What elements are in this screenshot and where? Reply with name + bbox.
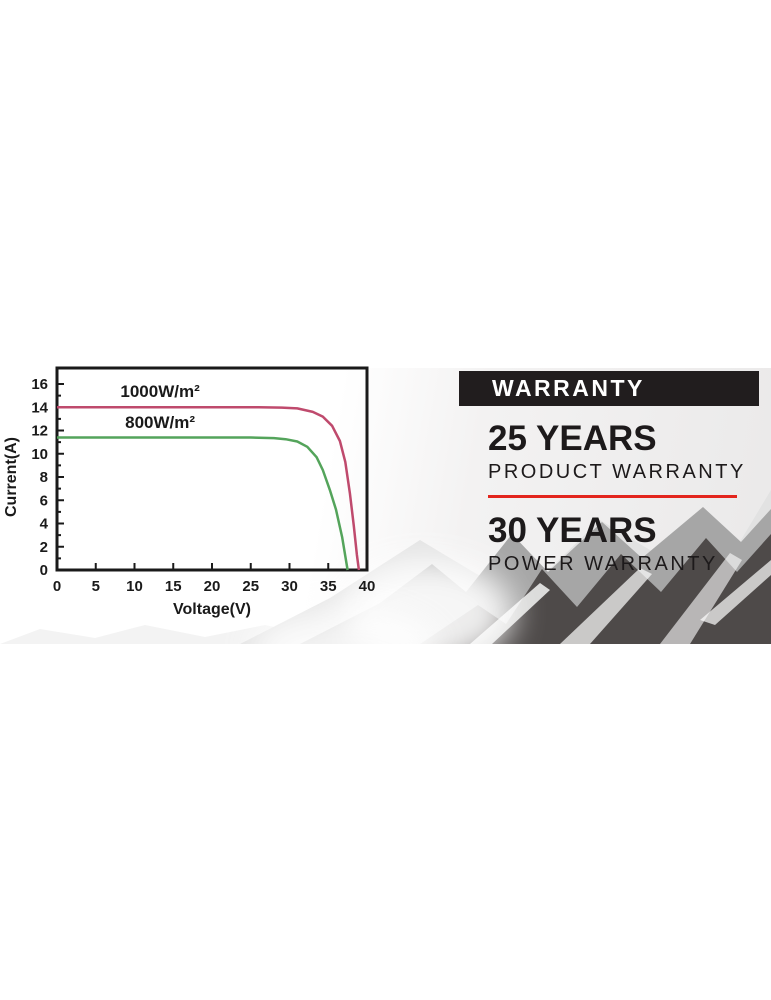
y-tick-label: 10 — [31, 446, 48, 463]
y-tick-label: 14 — [31, 399, 48, 416]
x-tick-label: 5 — [92, 578, 100, 595]
y-tick-label: 4 — [40, 516, 49, 533]
iv-curve-chart-svg: 0 5 10 15 20 25 30 35 40 0 2 4 6 8 10 12 14 16 Voltage(V) C… — [3, 366, 376, 618]
series-label: 1000W/m² — [120, 382, 200, 401]
warranty-header-label: WARRANTY — [492, 375, 645, 401]
x-tick-label: 25 — [242, 578, 259, 595]
y-tick-label: 12 — [31, 423, 48, 440]
warranty-header-bar: WARRANTY — [459, 371, 759, 406]
mist-cloud — [251, 608, 439, 644]
warranty-item-power: 30 YEARS POWER WARRANTY — [459, 512, 759, 576]
y-tick-label: 0 — [40, 562, 48, 579]
y-axis-title: Current(A) — [3, 437, 20, 517]
warranty-label-product: PRODUCT WARRANTY — [488, 461, 746, 483]
x-tick-label: 15 — [165, 578, 182, 595]
iv-curve-chart: 0 5 10 15 20 25 30 35 40 0 2 4 6 8 10 12 14 16 Voltage(V) C… — [0, 360, 420, 620]
snow-streak — [700, 560, 771, 625]
x-tick-label: 40 — [359, 578, 376, 595]
series-curve — [57, 406, 361, 571]
warranty-panel: WARRANTY 25 YEARS PRODUCT WARRANTY 30 YE… — [459, 371, 759, 576]
y-tick-label: 8 — [40, 469, 48, 486]
x-tick-label: 20 — [204, 578, 221, 595]
x-tick-label: 35 — [320, 578, 337, 595]
warranty-label-power: POWER WARRANTY — [488, 553, 718, 575]
x-tick-label: 30 — [281, 578, 298, 595]
y-tick-label: 2 — [40, 539, 48, 556]
y-tick-label: 6 — [40, 492, 48, 509]
warranty-years-product: 25 YEARS — [488, 419, 657, 458]
series-label: 800W/m² — [125, 413, 195, 432]
snow-streak — [560, 568, 652, 644]
x-tick-label: 0 — [53, 578, 61, 595]
snow-streak — [660, 553, 742, 644]
x-tick-label: 10 — [126, 578, 143, 595]
plot-border — [55, 366, 369, 572]
mountain-photo-background — [0, 368, 771, 644]
y-tick-label: 16 — [31, 376, 48, 393]
warranty-item-product: 25 YEARS PRODUCT WARRANTY — [459, 420, 759, 484]
warranty-years-power: 30 YEARS — [488, 511, 657, 550]
x-axis-title: Voltage(V) — [173, 601, 251, 618]
mountain-backdrop-svg — [0, 490, 771, 644]
warranty-divider — [488, 495, 737, 498]
series-curve — [57, 436, 349, 571]
